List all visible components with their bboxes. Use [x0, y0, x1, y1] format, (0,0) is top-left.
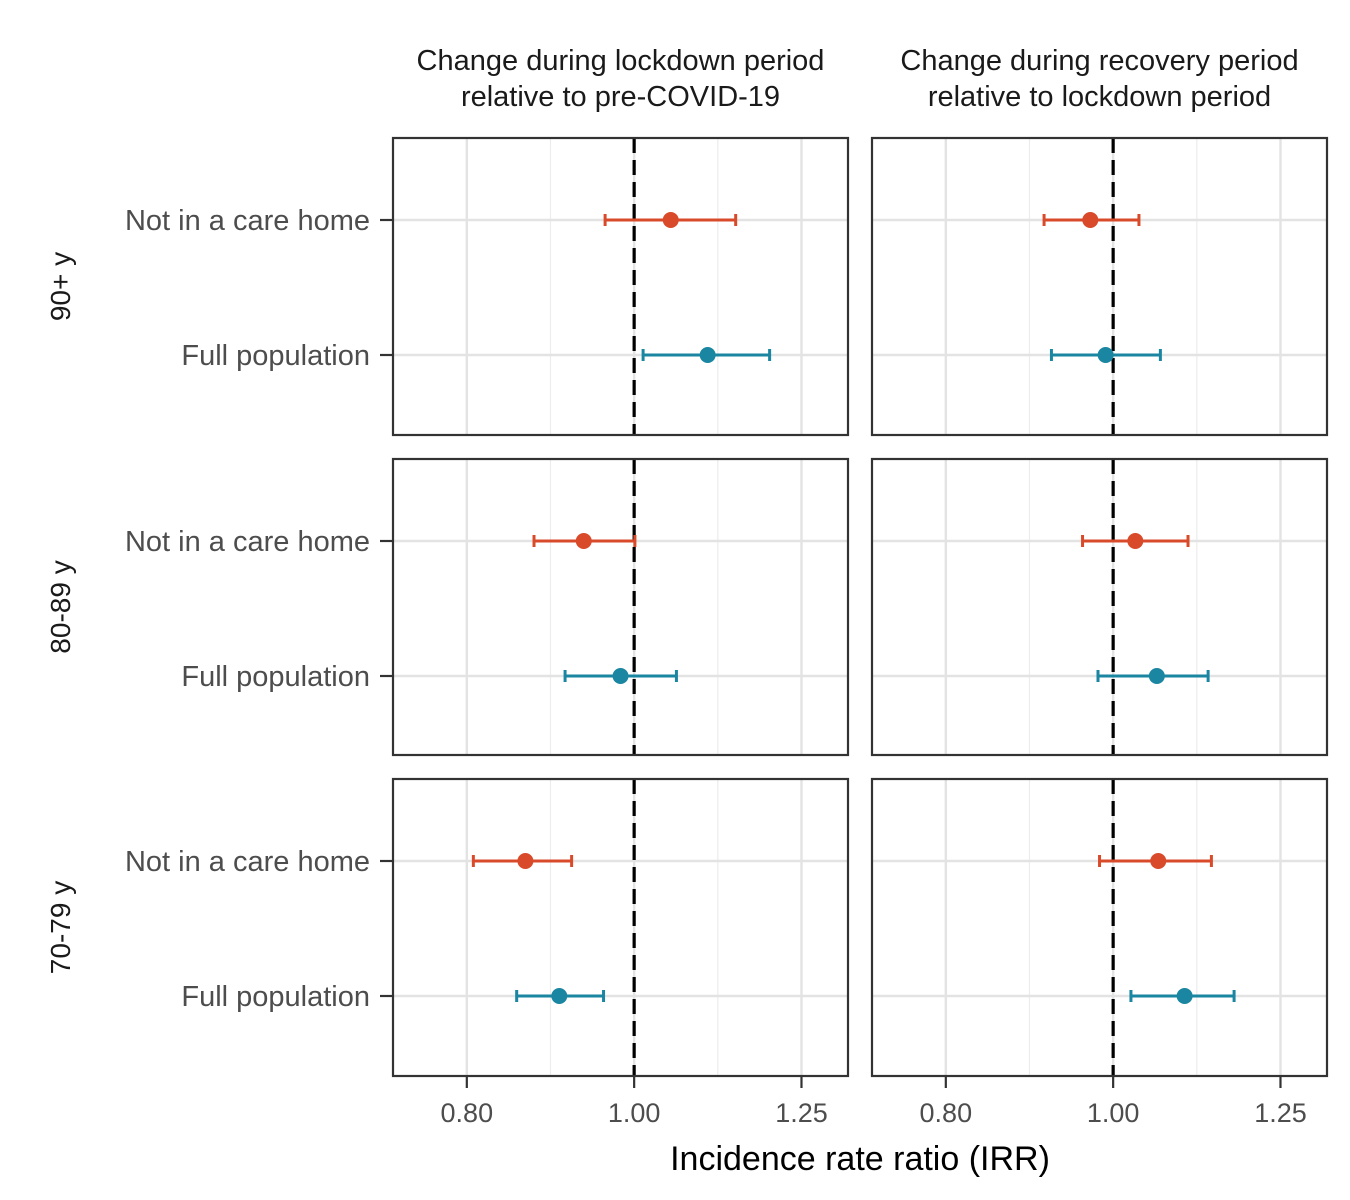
row-label-2: 80-89 y: [45, 560, 76, 653]
point-estimate: [699, 347, 716, 363]
category-label: Full population: [181, 661, 370, 693]
x-tick-label: 0.80: [920, 1098, 973, 1128]
panel-1-1: [391, 136, 850, 437]
column-title-line: Change during recovery period: [900, 45, 1298, 77]
point-estimate: [575, 533, 592, 549]
panel-2-1: [391, 457, 850, 757]
row-label-1: 90+ y: [45, 252, 76, 321]
panel-border: [870, 777, 1329, 1078]
point-estimate: [551, 988, 568, 1004]
x-tick-label: 1.00: [608, 1098, 661, 1128]
x-tick-label: 1.00: [1087, 1098, 1140, 1128]
point-estimate: [1097, 347, 1114, 363]
category-label: Not in a care home: [125, 205, 370, 237]
column-title-1: Change during lockdown period relative to…: [417, 45, 825, 113]
category-label: Not in a care home: [125, 846, 370, 878]
panels-layer: [391, 136, 1329, 1078]
point-estimate: [1176, 988, 1193, 1004]
panel-border: [391, 136, 850, 437]
panel-1-2: [870, 136, 1329, 437]
panel-2-2: [870, 457, 1329, 757]
panel-border: [391, 457, 850, 757]
x-tick-label: 0.80: [441, 1098, 494, 1128]
point-estimate: [517, 853, 534, 869]
x-tick-label: 1.25: [1254, 1098, 1307, 1128]
row-label-3: 70-79 y: [45, 881, 76, 974]
category-label: Full population: [181, 340, 370, 372]
panel-border: [391, 777, 850, 1078]
point-estimate: [612, 668, 629, 684]
category-label: Not in a care home: [125, 526, 370, 558]
labels-layer: Change during lockdown period relative to…: [45, 45, 1307, 1128]
column-title-line: relative to lockdown period: [928, 81, 1271, 113]
panel-3-2: [870, 777, 1329, 1078]
x-axis-title: Incidence rate ratio (IRR): [670, 1140, 1050, 1178]
point-estimate: [1127, 533, 1144, 549]
panel-border: [870, 457, 1329, 757]
panel-3-1: [391, 777, 850, 1078]
panel-border: [870, 136, 1329, 437]
column-title-line: Change during lockdown period: [417, 45, 825, 77]
point-estimate: [1148, 668, 1165, 684]
column-title-2: Change during recovery period relative to…: [900, 45, 1298, 113]
x-tick-label: 1.25: [775, 1098, 828, 1128]
point-estimate: [662, 212, 679, 228]
point-estimate: [1082, 212, 1099, 228]
point-estimate: [1150, 853, 1167, 869]
column-title-line: relative to pre-COVID-19: [461, 81, 780, 113]
category-label: Full population: [181, 981, 370, 1013]
